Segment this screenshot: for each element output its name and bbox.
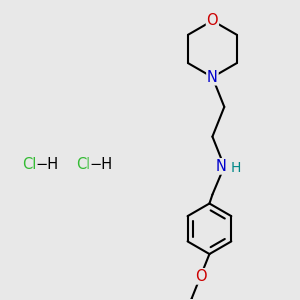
- Text: N: N: [207, 70, 218, 85]
- Text: H: H: [230, 160, 241, 175]
- Text: O: O: [207, 13, 218, 28]
- Text: −H: −H: [36, 158, 59, 172]
- Text: Cl: Cl: [76, 158, 90, 172]
- Text: Cl: Cl: [22, 158, 37, 172]
- Text: −H: −H: [89, 158, 112, 172]
- Text: N: N: [216, 159, 227, 174]
- Text: O: O: [195, 269, 206, 284]
